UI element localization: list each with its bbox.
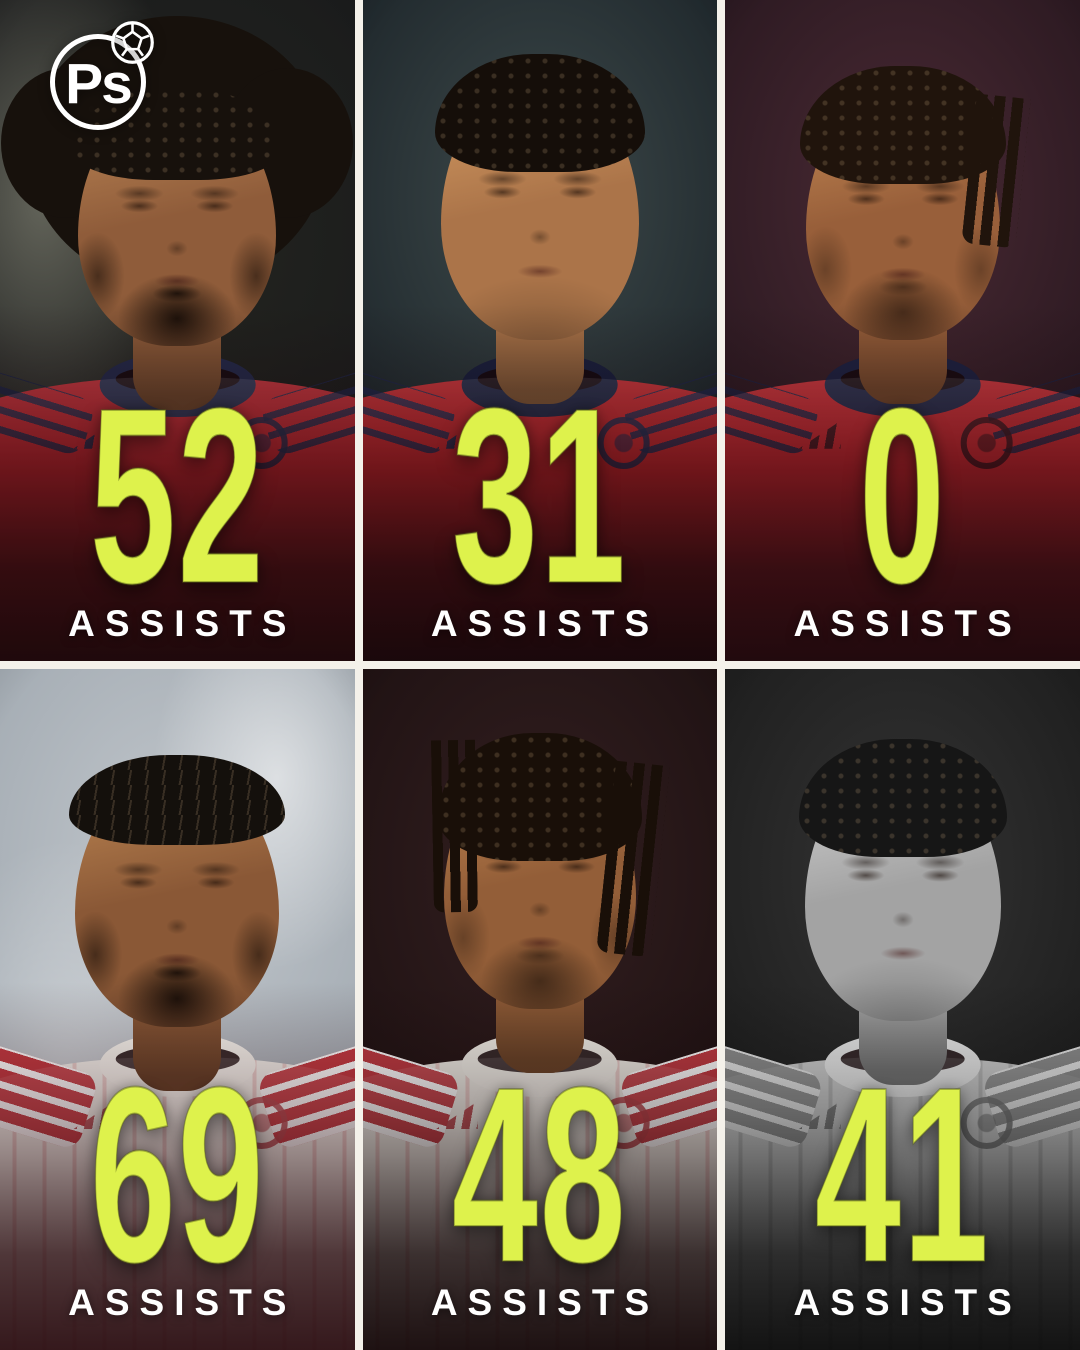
player-photo — [0, 0, 355, 661]
stats-block: 31 ASSISTS — [363, 356, 718, 645]
assists-label: ASSISTS — [430, 1282, 660, 1323]
stats-block: 48 ASSISTS — [363, 1035, 718, 1324]
bottom-shade — [362, 0, 718, 661]
player-photo — [362, 669, 718, 1350]
assists-label: ASSISTS — [430, 603, 660, 644]
assists-number: 52 — [0, 356, 355, 635]
stats-block: 69 ASSISTS — [0, 1035, 355, 1324]
logo-circle — [50, 34, 146, 130]
assists-value: 41 — [814, 1035, 991, 1314]
assists-label: ASSISTS — [68, 603, 297, 644]
soccer-ball-icon — [111, 21, 154, 64]
assists-label: ASSISTS — [793, 603, 1022, 644]
assists-label: ASSISTS — [68, 1282, 297, 1323]
assists-number: 31 — [363, 356, 718, 635]
bottom-shade — [362, 669, 718, 1350]
assists-value: 52 — [89, 356, 266, 635]
player-photo — [362, 0, 718, 661]
stats-block: 52 ASSISTS — [0, 356, 355, 645]
player-photo — [725, 669, 1080, 1350]
player-panel-6: 41 ASSISTS — [725, 669, 1080, 1350]
assists-value: 48 — [452, 1035, 628, 1314]
player-panel-3: 0 ASSISTS — [725, 0, 1080, 661]
player-panel-1: 52 ASSISTS — [0, 0, 355, 661]
bottom-shade — [725, 0, 1080, 661]
stats-block: 0 ASSISTS — [725, 356, 1080, 645]
logo-text: Ps — [65, 52, 133, 116]
assists-number: 69 — [0, 1035, 355, 1314]
player-photo — [0, 669, 355, 1350]
assists-number: 0 — [725, 356, 1080, 635]
assists-value: 0 — [858, 356, 947, 635]
player-panel-4: 69 ASSISTS — [0, 669, 355, 1350]
player-panel-5: 48 ASSISTS — [362, 669, 718, 1350]
stats-block: 41 ASSISTS — [725, 1035, 1080, 1324]
player-photo — [725, 0, 1080, 661]
player-panel-2: 31 ASSISTS — [362, 0, 718, 661]
bottom-shade — [725, 669, 1080, 1350]
assists-value: 69 — [89, 1035, 266, 1314]
assists-number: 41 — [725, 1035, 1080, 1314]
assists-number: 48 — [363, 1035, 718, 1314]
assists-value: 31 — [452, 356, 628, 635]
assists-label: ASSISTS — [793, 1282, 1022, 1323]
brand-logo: Ps — [50, 21, 154, 130]
bottom-shade — [0, 669, 355, 1350]
